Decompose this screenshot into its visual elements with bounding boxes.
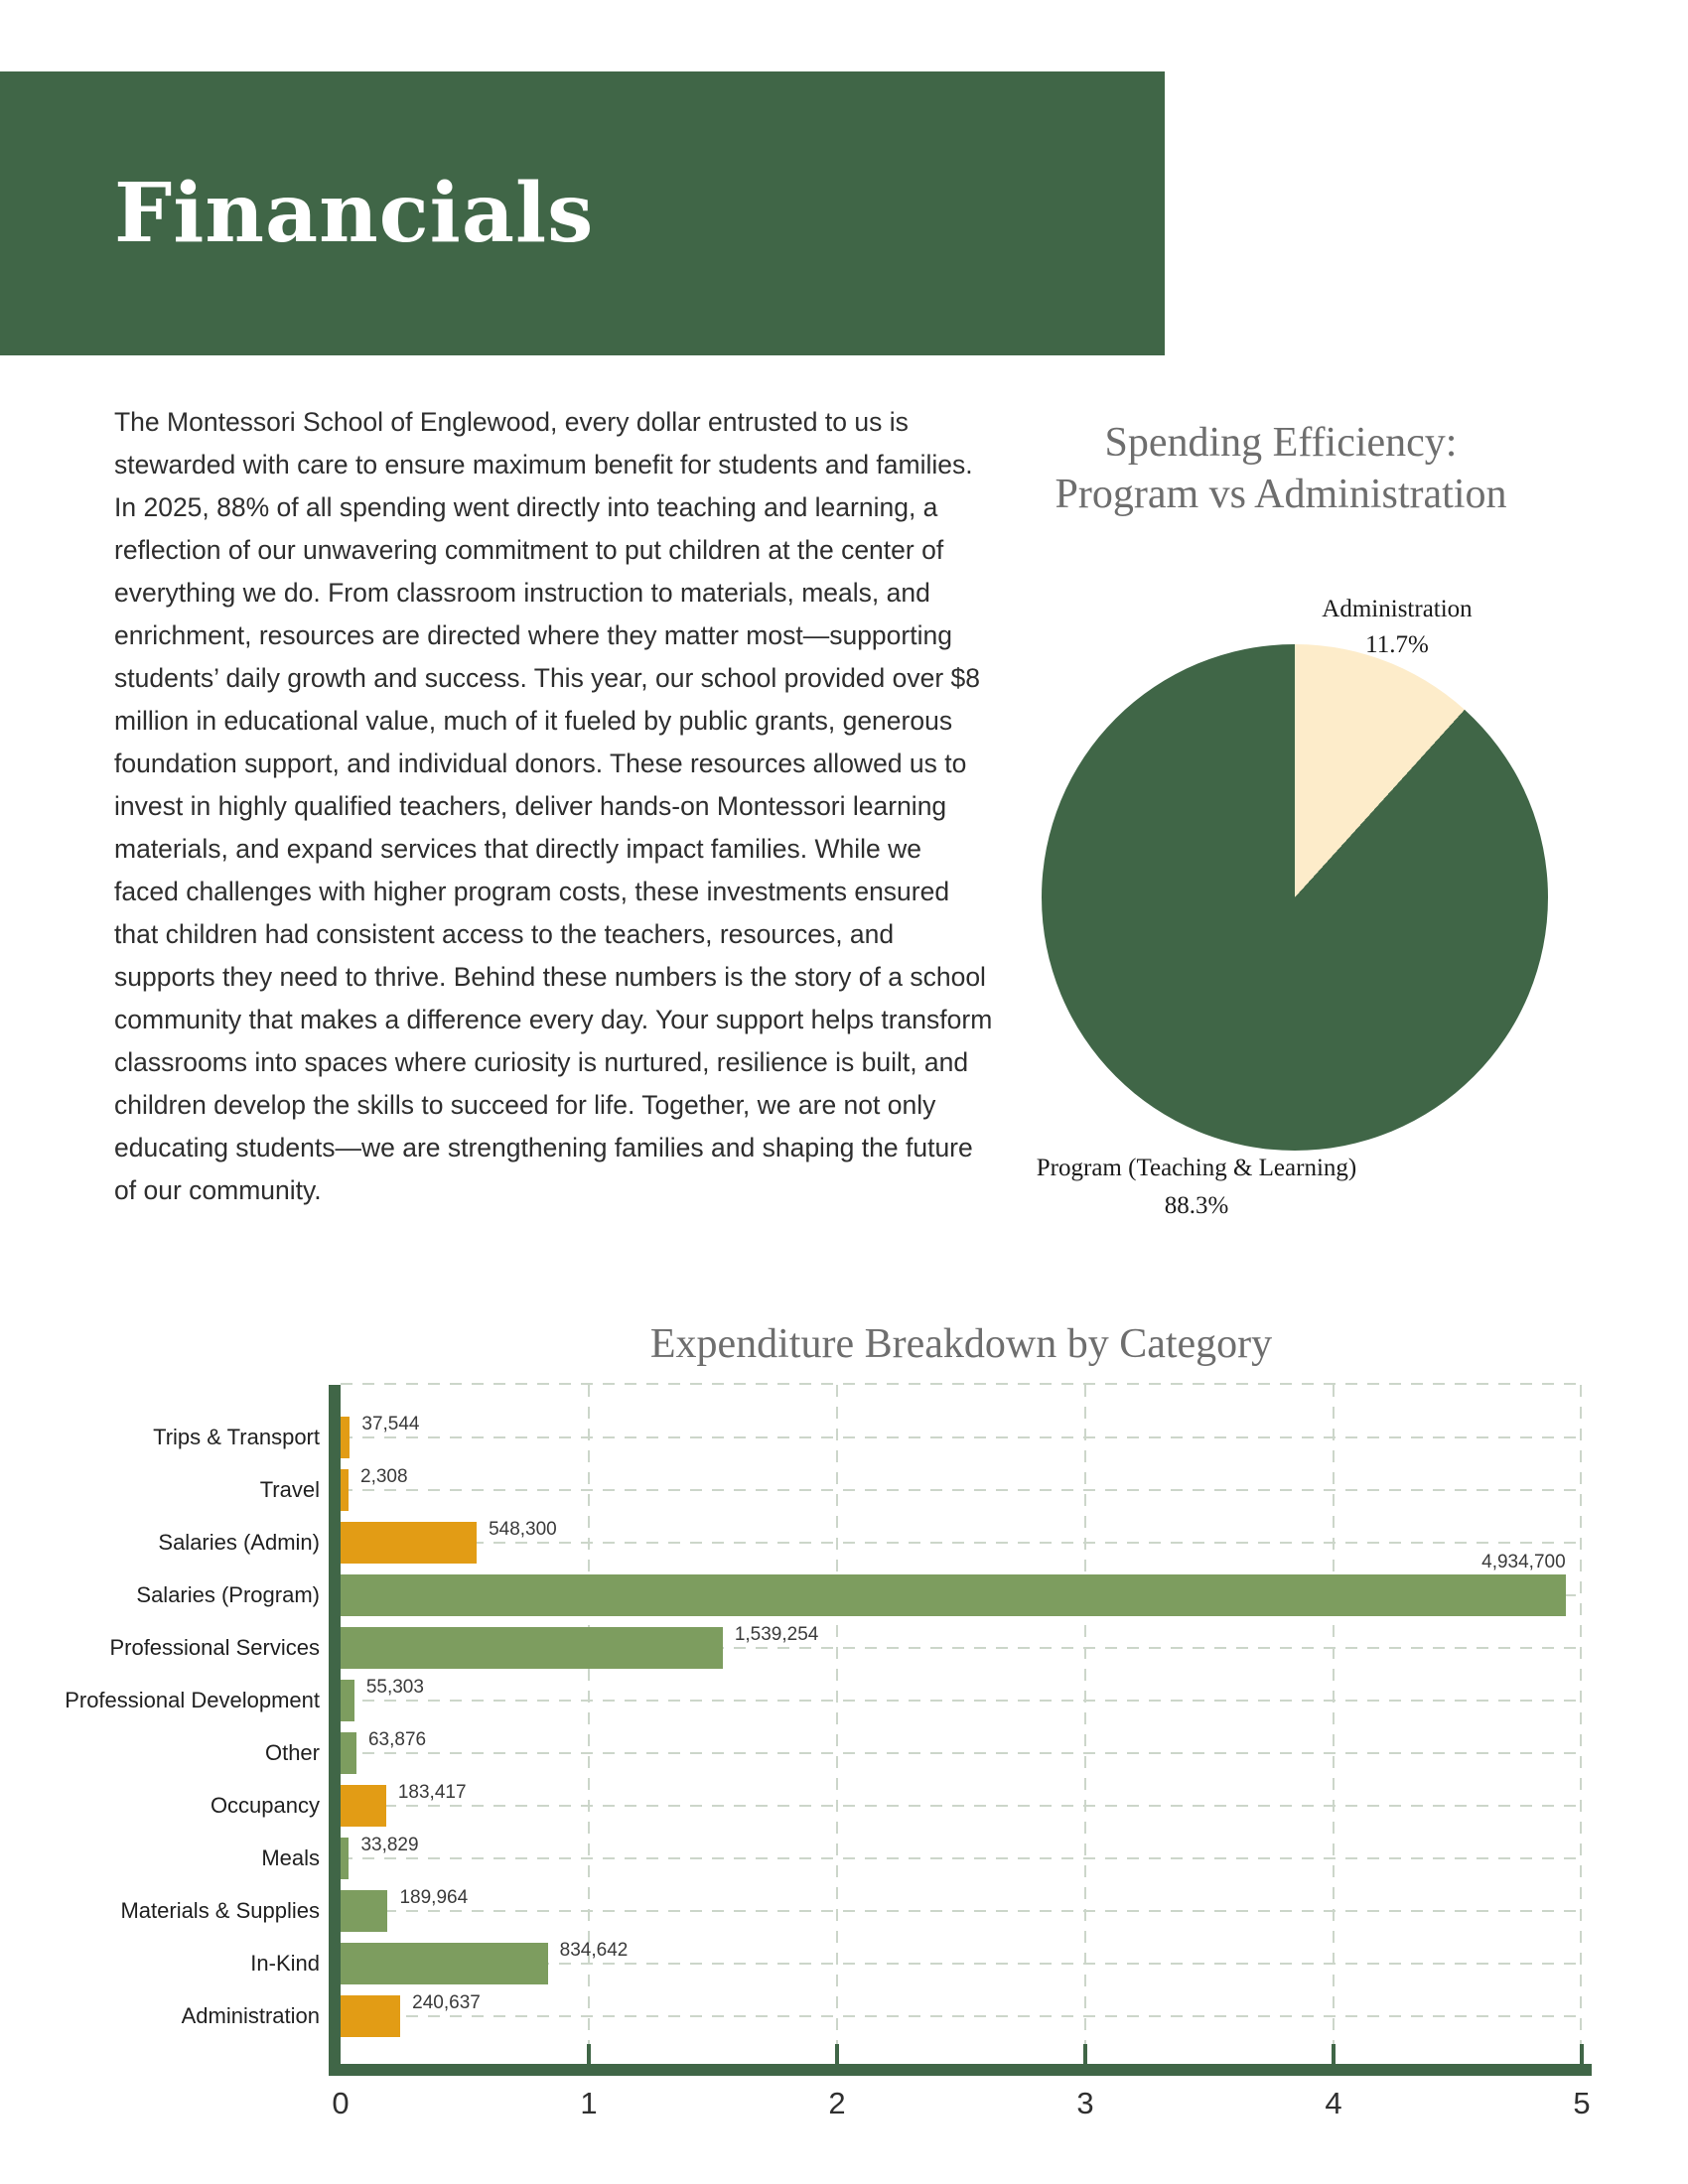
v-gridline	[836, 1385, 838, 2064]
bar-value-label: 33,829	[360, 1835, 419, 1855]
pie-slice-name: Program (Teaching & Learning)	[1036, 1155, 1357, 1181]
x-axis-tick	[587, 2044, 591, 2064]
bar-salaries-admin-	[341, 1522, 478, 1564]
category-label: Administration	[181, 2003, 320, 2028]
intro-paragraph: The Montessori School of Englewood, ever…	[114, 407, 993, 1205]
category-label: Salaries (Program)	[136, 1582, 320, 1607]
x-axis-spine	[329, 2064, 1592, 2076]
x-tick-label: 1	[580, 2086, 598, 2120]
category-label: Other	[264, 1740, 320, 1765]
category-label: Travel	[259, 1477, 320, 1502]
h-gridline	[341, 1805, 1582, 1807]
bar-professional-services	[341, 1627, 723, 1669]
bar-travel	[341, 1469, 349, 1511]
pie-slice-label-program: Program (Teaching & Learning) 88.3%	[998, 1150, 1395, 1225]
h-gridline	[341, 2015, 1582, 2017]
category-label: Materials & Supplies	[120, 1898, 320, 1923]
y-axis-spine	[329, 1385, 341, 2076]
x-tick-label: 2	[828, 2086, 846, 2120]
pie-chart-title: Spending Efficiency: Program vs Administ…	[973, 417, 1589, 520]
bar-salaries-program-	[341, 1574, 1566, 1616]
h-gridline	[341, 1857, 1582, 1859]
category-label: Meals	[261, 1845, 320, 1870]
category-label: Occupancy	[210, 1793, 320, 1818]
h-gridline	[341, 1647, 1582, 1649]
page-header-banner: Financials	[0, 71, 1165, 355]
v-gridline	[1084, 1385, 1086, 2064]
x-tick-label: 0	[332, 2086, 350, 2120]
h-gridline	[341, 1910, 1582, 1912]
x-axis-tick	[1332, 2044, 1336, 2064]
bar-materials-supplies	[341, 1890, 388, 1932]
h-gridline	[341, 1436, 1582, 1438]
h-gridline	[341, 1489, 1582, 1491]
bar-professional-development	[341, 1680, 354, 1721]
bar-other	[341, 1732, 356, 1774]
bar-in-kind	[341, 1943, 548, 1984]
category-label: Trips & Transport	[153, 1425, 320, 1449]
bar-value-label: 55,303	[365, 1677, 424, 1698]
h-gridline	[341, 1542, 1582, 1544]
bar-value-label: 189,964	[399, 1887, 469, 1908]
h-gridline	[341, 1700, 1582, 1702]
category-label: Professional Development	[65, 1688, 320, 1712]
bar-meals	[341, 1838, 350, 1879]
pie-slice-percent: 88.3%	[1164, 1192, 1229, 1219]
pie-slice-percent: 11.7%	[1365, 631, 1429, 658]
bar-value-label: 63,876	[367, 1729, 427, 1750]
bar-value-label: 2,308	[360, 1466, 408, 1487]
bar-chart-title: Expenditure Breakdown by Category	[649, 1321, 1273, 1367]
v-gridline	[1333, 1385, 1335, 2064]
x-axis-tick	[1083, 2044, 1087, 2064]
page-title: Financials	[114, 166, 595, 261]
pie-graphic	[1042, 644, 1548, 1151]
pie-slice-name: Administration	[1322, 596, 1473, 622]
bar-value-label: 183,417	[397, 1782, 467, 1803]
x-tick-label: 3	[1076, 2086, 1094, 2120]
bar-occupancy	[341, 1785, 386, 1827]
bar-value-label: 834,642	[559, 1940, 629, 1961]
x-tick-label: 4	[1325, 2086, 1342, 2120]
pie-chart-title-line1: Spending Efficiency:	[1104, 420, 1458, 466]
x-axis-tick	[835, 2044, 839, 2064]
x-axis-tick	[1580, 2044, 1584, 2064]
plot-right-border	[1580, 1385, 1582, 2064]
pie-slice-label-administration: Administration 11.7%	[1298, 592, 1496, 663]
x-tick-label: 5	[1573, 2086, 1591, 2120]
category-label: Professional Services	[109, 1635, 320, 1660]
bar-trips-transport	[341, 1417, 351, 1458]
pie-chart-title-line2: Program vs Administration	[1055, 472, 1507, 517]
bar-value-label: 548,300	[489, 1519, 557, 1540]
h-gridline	[341, 1752, 1582, 1754]
bar-value-label: 1,539,254	[734, 1624, 819, 1645]
bar-administration	[341, 1995, 401, 2037]
category-label: In-Kind	[250, 1951, 320, 1976]
h-gridline	[341, 1963, 1582, 1965]
plot-top-border	[341, 1383, 1582, 1385]
category-label: Salaries (Admin)	[158, 1530, 320, 1555]
bar-value-label: 240,637	[412, 1992, 481, 2013]
bar-value-label: 4,934,700	[1481, 1552, 1566, 1572]
bar-value-label: 37,544	[361, 1414, 420, 1434]
v-gridline	[588, 1385, 590, 2064]
